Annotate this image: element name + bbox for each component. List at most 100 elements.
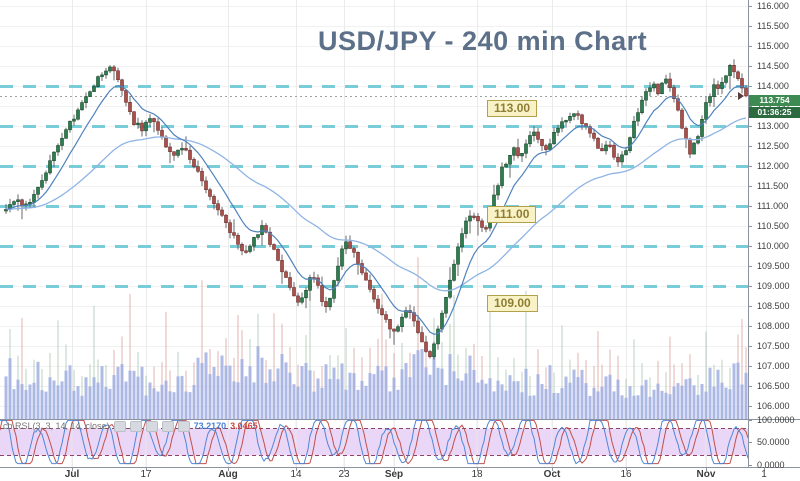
price-axis-tick (748, 206, 752, 207)
price-axis-tick (748, 226, 752, 227)
rsi-axis-tick (748, 420, 752, 421)
volume-bar (248, 366, 252, 419)
candle-body (460, 233, 464, 248)
indicator-legend-row: ch RSI (3, 3, 14, 14, close) 73.2170 3.0… (3, 420, 258, 432)
volume-bar (116, 366, 120, 419)
settings-icon[interactable] (129, 420, 142, 432)
price-axis-tick (748, 106, 752, 107)
time-axis-label: Jul (64, 469, 80, 480)
candle-body (28, 202, 32, 205)
volume-bar (144, 395, 148, 419)
volume-bar (460, 380, 464, 419)
volume-bar (388, 391, 392, 419)
candle-body (124, 90, 128, 103)
candle-body (44, 172, 48, 181)
price-marker-icon (738, 92, 744, 100)
time-grid-line (344, 0, 345, 467)
candle-body (544, 145, 548, 150)
volume-bar (692, 385, 696, 419)
rsi-band (0, 428, 748, 456)
volume-bar (508, 375, 512, 419)
volume-bar (656, 383, 660, 419)
candle-body (280, 260, 284, 273)
candle-body (428, 351, 432, 357)
time-axis-label: 14 (290, 469, 302, 480)
candle-body (580, 114, 584, 124)
volume-bar (616, 379, 620, 419)
volume-bar (572, 369, 576, 419)
volume-bar (452, 371, 456, 419)
volume-bar (552, 393, 556, 419)
candle-body (576, 113, 580, 116)
candle-body (612, 144, 616, 158)
price-axis-label: 109.500 (757, 261, 790, 271)
volume-bar (104, 387, 108, 419)
volume-bar (212, 367, 216, 419)
price-grid-line (0, 226, 748, 227)
price-grid-line (0, 66, 748, 67)
volume-bar (72, 390, 76, 419)
candle-body (68, 120, 72, 131)
volume-bar (168, 391, 172, 419)
volume-bar (624, 397, 628, 419)
candle-body (180, 148, 184, 151)
candle-body (508, 155, 512, 165)
volume-bar (228, 365, 232, 419)
candle-body (224, 214, 228, 223)
arrows-icon[interactable] (145, 420, 158, 432)
candle-body (244, 250, 248, 253)
delete-icon[interactable] (161, 420, 174, 432)
candle-body (160, 130, 164, 138)
volume-bar (232, 381, 236, 419)
candle-body (456, 246, 460, 265)
candle-body (360, 263, 364, 274)
eye-icon[interactable] (113, 420, 126, 432)
volume-bar (276, 368, 280, 419)
volume-bar (424, 367, 428, 419)
volume-bar (400, 369, 404, 419)
volume-bar (584, 383, 588, 419)
volume-bar (564, 376, 568, 419)
volume-bar (176, 376, 180, 419)
dashed-level-line (0, 85, 748, 88)
candle-body (436, 328, 440, 345)
volume-bar (720, 382, 724, 419)
candle-body (192, 159, 196, 167)
candle-body (48, 160, 52, 174)
time-axis-label: Aug (218, 469, 238, 480)
price-axis-label: 111.000 (757, 201, 789, 211)
slow-ma-line (5, 117, 747, 292)
volume-bar (440, 368, 444, 419)
candle-body (724, 75, 728, 83)
volume-bar (456, 378, 460, 419)
price-axis-tick (748, 246, 752, 247)
rsi-axis-label: 50.0000 (757, 437, 790, 447)
candle-body (20, 199, 24, 206)
more-icon[interactable] (177, 420, 190, 432)
price-grid-line (0, 106, 748, 107)
volume-bar (68, 365, 72, 419)
volume-bar (532, 395, 536, 419)
time-grid-line (394, 0, 395, 467)
volume-bar (288, 372, 292, 419)
candle-body (116, 70, 120, 81)
volume-bar (196, 357, 200, 419)
volume-bar (256, 346, 260, 419)
volume-bar (208, 374, 212, 419)
volume-bar (684, 379, 688, 419)
volume-bar (516, 381, 520, 419)
time-axis-tick (344, 467, 345, 471)
candle-body (352, 248, 356, 253)
volume-bar (28, 384, 32, 419)
candle-body (416, 320, 420, 333)
volume-bar (40, 390, 44, 419)
candle-body (472, 215, 476, 218)
price-axis-tick (748, 86, 752, 87)
candle-body (516, 147, 520, 157)
volume-bar (156, 391, 160, 419)
volume-bar (64, 370, 68, 419)
main-chart-canvas[interactable] (0, 0, 748, 419)
price-grid-line (0, 306, 748, 307)
rsi-chart-canvas[interactable] (0, 419, 748, 467)
volume-bar (352, 373, 356, 419)
